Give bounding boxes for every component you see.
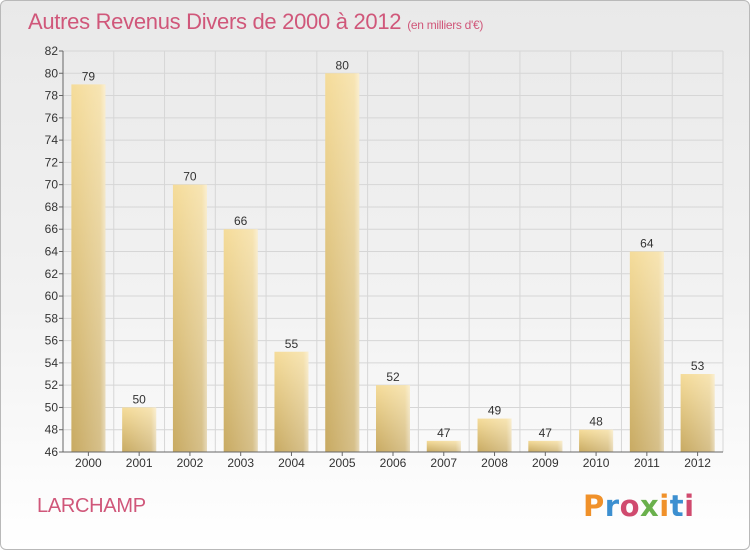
- data-label: 79: [82, 69, 96, 83]
- bar-highlight: [172, 184, 207, 452]
- chart-title: Autres Revenus Divers de 2000 à 2012 (en …: [28, 9, 483, 35]
- data-label: 47: [437, 426, 451, 440]
- y-tick-label: 46: [45, 445, 59, 459]
- x-tick-label: 2000: [75, 456, 102, 470]
- data-label: 47: [539, 426, 553, 440]
- data-label: 80: [336, 58, 350, 72]
- bar-highlight: [325, 73, 360, 453]
- y-tick-label: 66: [45, 222, 59, 236]
- bar-highlight: [629, 251, 664, 452]
- axis-layer: 46 48 50 52 54 56 58 60 62 64 66 68 70 72 74 76 78 80 82 20…: [45, 44, 723, 470]
- bar-highlight: [223, 229, 258, 452]
- data-label: 49: [488, 404, 502, 418]
- y-tick-label: 62: [45, 267, 59, 281]
- y-tick-label: 50: [45, 400, 59, 414]
- bar-highlight: [274, 351, 309, 452]
- data-label: 64: [640, 237, 654, 251]
- y-tick-label: 82: [45, 44, 59, 58]
- chart-subtitle: (en milliers d'€): [407, 18, 484, 32]
- x-tick-label: 2011: [634, 456, 660, 470]
- bar-highlight: [680, 374, 715, 452]
- y-tick-label: 68: [45, 200, 59, 214]
- bar-highlight: [376, 385, 410, 452]
- data-label: 52: [386, 370, 400, 384]
- y-tick-label: 80: [45, 66, 59, 80]
- x-tick-label: 2008: [481, 456, 508, 470]
- y-tick-label: 52: [45, 378, 59, 392]
- data-label: 50: [132, 392, 146, 406]
- x-tick-label: 2005: [329, 456, 356, 470]
- bar-highlight: [71, 84, 106, 453]
- y-tick-label: 76: [45, 111, 59, 125]
- bar-highlight: [477, 418, 512, 452]
- y-tick-label: 58: [45, 311, 59, 325]
- bar-highlight: [426, 440, 461, 452]
- y-tick-label: 48: [45, 423, 59, 437]
- bar-layer: 79 50 70 66 55 80 52 47 49 47 48 64 53: [71, 58, 715, 453]
- y-tick-label: 64: [45, 245, 59, 259]
- title-text: Autres Revenus Divers de 2000 à 2012: [28, 9, 402, 34]
- y-tick-label: 56: [45, 334, 59, 348]
- y-tick-label: 60: [45, 289, 59, 303]
- data-label: 66: [234, 214, 248, 228]
- commune-name: LARCHAMP: [37, 495, 146, 517]
- x-tick-label: 2012: [684, 456, 711, 470]
- y-tick-label: 70: [45, 178, 59, 192]
- proxiti-logo: Proxiti: [583, 489, 695, 523]
- x-tick-label: 2003: [227, 456, 254, 470]
- data-label: 53: [691, 359, 705, 373]
- x-tick-label: 2007: [430, 456, 457, 470]
- data-label: 70: [183, 170, 197, 184]
- x-tick-label: 2004: [278, 456, 305, 470]
- bar-highlight: [122, 407, 157, 452]
- data-label: 48: [589, 415, 603, 429]
- x-tick-label: 2009: [532, 456, 559, 470]
- y-tick-label: 74: [45, 133, 59, 147]
- y-tick-label: 72: [45, 155, 59, 169]
- x-tick-label: 2010: [583, 456, 610, 470]
- x-tick-label: 2001: [126, 456, 153, 470]
- y-tick-label: 54: [45, 356, 59, 370]
- x-tick-label: 2002: [177, 456, 204, 470]
- bar-highlight: [528, 440, 563, 452]
- bar-highlight: [579, 429, 614, 452]
- y-tick-label: 78: [45, 89, 59, 103]
- x-tick-label: 2006: [380, 456, 407, 470]
- data-label: 55: [285, 337, 299, 351]
